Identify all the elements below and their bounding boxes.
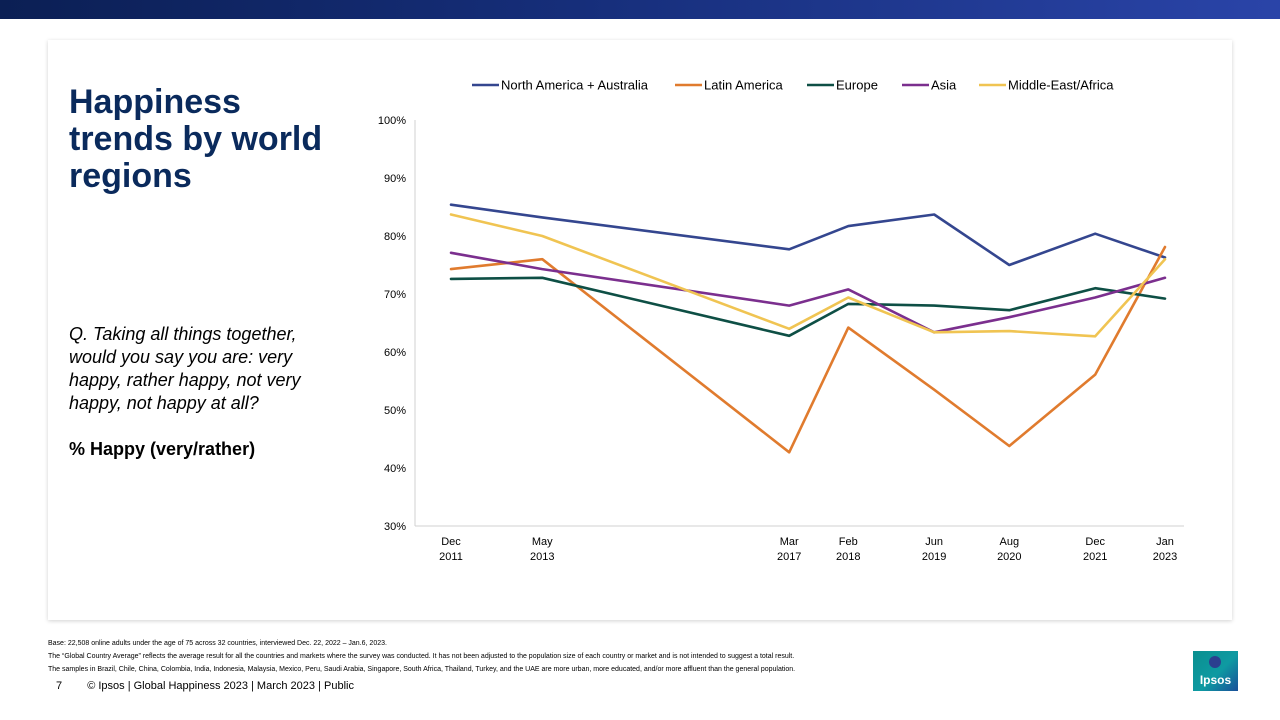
x-tick-label: Aug 2020 xyxy=(997,536,1021,563)
y-tick-label: 50% xyxy=(384,405,406,417)
legend-entry: Middle-East/Africa xyxy=(1008,78,1114,93)
top-banner xyxy=(0,0,1280,19)
x-tick-label: Dec 2021 xyxy=(1083,536,1107,563)
x-tick-label: Dec 2011 xyxy=(439,536,463,563)
x-tick-label: May 2013 xyxy=(530,536,554,563)
y-tick-label: 100% xyxy=(378,115,406,127)
y-tick-label: 60% xyxy=(384,347,406,359)
x-tick-label: Feb 2018 xyxy=(836,536,860,563)
y-tick-label: 70% xyxy=(384,289,406,301)
y-tick-label: 30% xyxy=(384,521,406,533)
logo-mark-icon xyxy=(1209,656,1221,668)
logo-wordmark: Ipsos xyxy=(1199,673,1232,687)
legend-entry: Latin America xyxy=(704,78,784,93)
title-line-2: trends by world xyxy=(69,120,323,158)
content-card xyxy=(48,40,1232,620)
legend-entry: Asia xyxy=(931,78,957,93)
y-tick-label: 80% xyxy=(384,231,406,243)
series-line-4 xyxy=(449,213,1167,338)
page-footer: 7 © Ipsos | Global Happiness 2023 | Marc… xyxy=(56,680,354,692)
footnote-average: The “Global Country Average” reflects th… xyxy=(48,653,795,660)
x-tick-label: Jan 2023 xyxy=(1153,536,1177,563)
ipsos-logo: Ipsos xyxy=(1193,651,1238,691)
survey-question: Q. Taking all things together, would you… xyxy=(69,324,301,413)
footer-text: © Ipsos | Global Happiness 2023 | March … xyxy=(87,680,354,692)
legend-entry: North America + Australia xyxy=(501,78,649,93)
footnote-samples: The samples in Brazil, Chile, China, Col… xyxy=(48,666,796,673)
metric-label: % Happy (very/rather) xyxy=(69,439,256,459)
series-line-1 xyxy=(449,245,1167,454)
y-tick-label: 40% xyxy=(384,463,406,475)
x-axis: Dec 2011 May 2013 Mar 2017 Feb 2018 Jun 2019 Aug 20… xyxy=(415,525,1184,563)
legend-entry: Europe xyxy=(836,78,878,93)
x-tick-label: Jun 2019 xyxy=(922,536,946,563)
page-title: Happiness trends by world regions xyxy=(69,84,349,195)
y-axis: 30% 40% 50% 60% 70% 80% 90% 100% xyxy=(378,115,416,533)
footnote-base: Base: 22,508 online adults under the age… xyxy=(48,640,387,647)
series-lines xyxy=(449,203,1167,454)
footnotes: Base: 22,508 online adults under the age… xyxy=(48,637,1148,676)
title-line-3: regions xyxy=(69,157,192,195)
y-tick-label: 90% xyxy=(384,173,406,185)
title-line-1: Happiness xyxy=(69,83,241,121)
series-line-0 xyxy=(449,203,1167,267)
x-tick-label: Mar 2017 xyxy=(777,536,801,563)
chart-legend: North America + Australia Latin America Eu… xyxy=(472,78,1114,93)
page-number: 7 xyxy=(56,680,63,692)
series-line-3 xyxy=(449,251,1167,334)
series-line-2 xyxy=(449,276,1167,338)
